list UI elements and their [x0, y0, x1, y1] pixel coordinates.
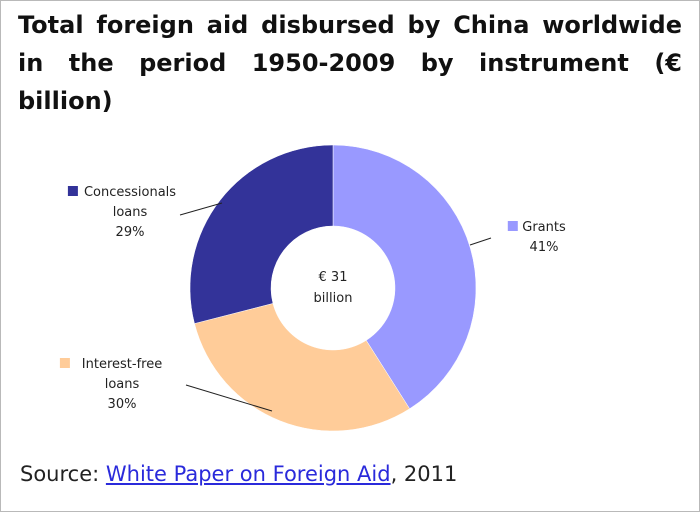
slice-name-label: Concessionals: [84, 185, 176, 200]
slice-value-label: 29%: [116, 225, 145, 240]
legend-swatch: [507, 221, 518, 231]
leader-lines-group: [179, 202, 492, 412]
leader-line: [185, 384, 273, 412]
source-suffix: , 2011: [390, 462, 458, 486]
slice-grants: [332, 144, 477, 410]
slice-concessionals-loans: [189, 144, 334, 324]
slice-labels-group: Grants 41% Interest-free loans 30% Concession…: [59, 185, 566, 412]
leader-line: [179, 202, 223, 216]
slice-value-label: 41%: [530, 240, 559, 255]
center-label: € 31: [319, 270, 348, 285]
slice-interest-free-loans: [194, 303, 410, 432]
source-link[interactable]: White Paper on Foreign Aid: [105, 462, 391, 486]
slices-group: [189, 144, 477, 432]
leader-line: [469, 237, 492, 246]
chart-title: Total foreign aid disbursed by China wor…: [18, 11, 682, 115]
slice-name-label: Interest-free: [82, 357, 162, 372]
slice-name-label: Grants: [522, 220, 566, 235]
slice-name-label: loans: [105, 377, 140, 392]
legend-swatch: [67, 186, 78, 196]
center-label-group: € 31 billion: [314, 270, 353, 306]
slice-value-label: 30%: [108, 397, 137, 412]
center-label: billion: [314, 291, 353, 306]
legend-swatch: [59, 358, 70, 368]
source-note: Source: White Paper on Foreign Aid, 2011: [20, 462, 457, 486]
source-prefix: Source:: [20, 462, 106, 486]
slice-name-label: loans: [113, 205, 148, 220]
